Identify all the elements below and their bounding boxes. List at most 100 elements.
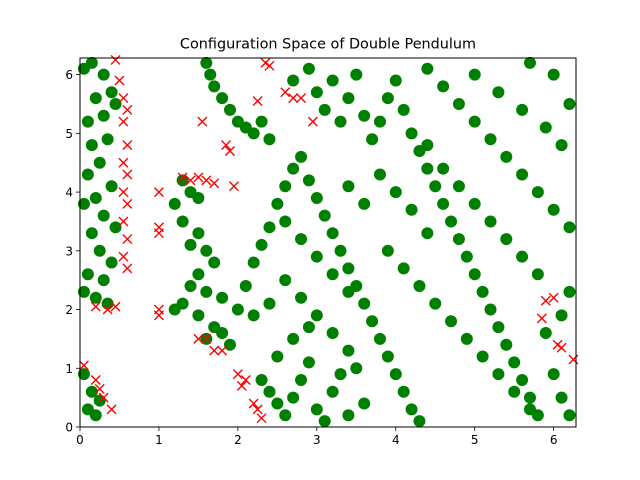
valid-point — [476, 350, 489, 363]
valid-point — [516, 374, 529, 387]
valid-point — [208, 256, 221, 269]
collision-point — [110, 301, 121, 312]
valid-point — [263, 221, 276, 234]
valid-point — [381, 350, 394, 363]
collision-point — [536, 313, 547, 324]
valid-point — [523, 56, 536, 69]
collision-point — [236, 380, 247, 391]
valid-point — [484, 215, 497, 228]
valid-point — [421, 227, 434, 240]
valid-point — [516, 168, 529, 181]
chart-title: Configuration Space of Double Pendulum — [180, 37, 476, 53]
collision-point — [224, 145, 235, 156]
valid-point — [381, 244, 394, 257]
valid-point — [109, 97, 122, 110]
valid-point — [310, 250, 323, 263]
valid-point — [516, 103, 529, 116]
valid-point — [334, 368, 347, 381]
valid-point — [247, 127, 260, 140]
valid-point — [366, 315, 379, 328]
y-tick-label: 4 — [65, 186, 73, 200]
collision-point — [94, 383, 105, 394]
valid-point — [302, 62, 315, 75]
collision-point — [90, 301, 101, 312]
valid-point — [200, 56, 213, 69]
valid-point — [389, 368, 402, 381]
valid-point — [397, 385, 410, 398]
valid-point — [168, 303, 181, 316]
valid-point — [223, 338, 236, 351]
valid-point — [239, 280, 252, 293]
valid-point — [413, 415, 426, 428]
valid-point — [547, 68, 560, 81]
valid-point — [445, 315, 458, 328]
valid-point — [500, 150, 513, 163]
valid-point — [287, 162, 300, 175]
valid-point — [405, 203, 418, 216]
collision-point — [106, 404, 117, 415]
collision-point — [118, 116, 129, 127]
valid-point — [318, 415, 331, 428]
collision-point — [114, 75, 125, 86]
collision-point — [193, 333, 204, 344]
valid-point — [326, 227, 339, 240]
valid-point — [421, 62, 434, 75]
x-tick-label: 6 — [550, 433, 558, 447]
y-axis: 0 1 2 3 4 5 6 — [65, 68, 80, 435]
valid-point — [255, 374, 268, 387]
x-tick-label: 0 — [76, 433, 84, 447]
collision-point — [118, 93, 129, 104]
collision-point — [256, 413, 267, 424]
valid-point — [216, 92, 229, 105]
valid-point — [247, 309, 260, 322]
collision-point — [252, 96, 263, 107]
valid-point — [397, 262, 410, 275]
valid-point — [326, 327, 339, 340]
valid-point — [555, 139, 568, 152]
valid-point — [547, 203, 560, 216]
valid-point — [500, 338, 513, 351]
collision-point — [264, 60, 275, 71]
valid-point — [342, 262, 355, 275]
valid-point — [85, 385, 98, 398]
valid-point — [476, 285, 489, 298]
valid-point — [508, 356, 521, 369]
valid-point — [366, 133, 379, 146]
valid-point — [468, 197, 481, 210]
valid-point — [192, 309, 205, 322]
valid-point — [97, 68, 110, 81]
valid-point — [192, 191, 205, 204]
collision-point — [122, 198, 133, 209]
collision-point — [153, 310, 164, 321]
valid-point — [326, 385, 339, 398]
valid-point — [184, 280, 197, 293]
valid-point — [89, 191, 102, 204]
valid-point — [429, 297, 442, 310]
valid-point — [342, 180, 355, 193]
valid-point — [563, 409, 576, 422]
valid-point — [413, 280, 426, 293]
collision-point — [177, 172, 188, 183]
collision-point — [102, 304, 113, 315]
valid-point — [200, 244, 213, 257]
valid-point — [81, 115, 94, 128]
valid-point — [287, 74, 300, 87]
collision-point — [296, 93, 307, 104]
valid-point — [279, 180, 292, 193]
valid-point — [563, 221, 576, 234]
collision-point — [185, 175, 196, 186]
valid-point — [539, 121, 552, 134]
valid-point — [93, 394, 106, 407]
valid-point — [460, 250, 473, 263]
valid-point — [97, 209, 110, 222]
valid-point — [508, 385, 521, 398]
valid-point — [373, 168, 386, 181]
valid-point — [77, 368, 90, 381]
valid-point — [318, 103, 331, 116]
valid-point — [492, 86, 505, 99]
valid-point — [397, 103, 410, 116]
valid-point — [204, 68, 217, 81]
valid-point — [405, 403, 418, 416]
x-axis: 0 1 2 3 4 5 6 — [76, 427, 557, 447]
valid-point — [310, 191, 323, 204]
